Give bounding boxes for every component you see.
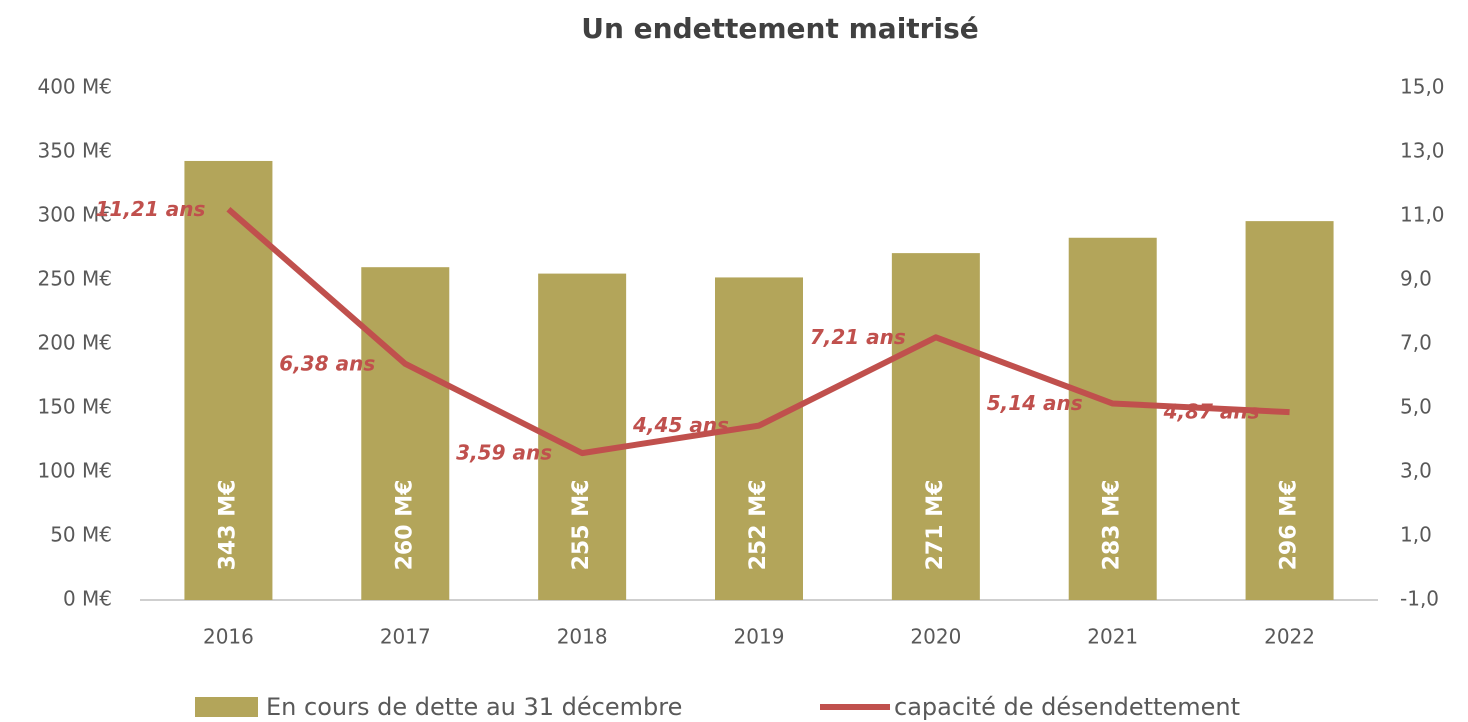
y2-tick-label: 5,0 <box>1400 395 1432 419</box>
x-tick-label: 2022 <box>1264 625 1315 649</box>
x-tick-label: 2020 <box>910 625 961 649</box>
y-tick-label: 150 M€ <box>37 395 112 419</box>
x-tick-label: 2018 <box>557 625 608 649</box>
bar-label: 283 M€ <box>1100 480 1125 571</box>
y2-tick-label: 7,0 <box>1400 331 1432 355</box>
bar-label: 343 M€ <box>215 480 240 571</box>
line-label: 4,87 ans <box>1163 400 1260 424</box>
y-tick-label: 300 M€ <box>37 203 112 227</box>
line-label: 3,59 ans <box>456 441 552 465</box>
x-tick-label: 2016 <box>203 625 254 649</box>
bar-label: 271 M€ <box>923 480 948 571</box>
y2-tick-label: 9,0 <box>1400 267 1432 291</box>
line-label: 11,21 ans <box>95 197 205 221</box>
bar <box>891 253 980 600</box>
line-label: 5,14 ans <box>987 391 1083 415</box>
legend-label: En cours de dette au 31 décembre <box>266 693 682 721</box>
y-tick-label: 0 M€ <box>63 587 112 611</box>
y-tick-label: 200 M€ <box>37 331 112 355</box>
y2-tick-label: 11,0 <box>1400 203 1445 227</box>
y-tick-label: 100 M€ <box>37 459 112 483</box>
bar-label: 252 M€ <box>746 480 771 571</box>
line-label: 6,38 ans <box>279 351 375 375</box>
y2-tick-label: 15,0 <box>1400 75 1445 99</box>
legend-swatch <box>195 697 258 717</box>
y2-tick-label: 13,0 <box>1400 139 1445 163</box>
bar-label: 296 M€ <box>1277 480 1302 571</box>
x-tick-label: 2021 <box>1087 625 1138 649</box>
bar <box>361 267 450 600</box>
bar <box>1068 237 1157 600</box>
y-tick-label: 350 M€ <box>37 139 112 163</box>
y2-tick-label: 1,0 <box>1400 523 1432 547</box>
line <box>226 207 1290 457</box>
bar-label: 255 M€ <box>569 480 594 571</box>
legend-label: capacité de désendettement <box>894 693 1240 721</box>
line-label: 4,45 ans <box>632 413 729 437</box>
y2-tick-label: 3,0 <box>1400 459 1432 483</box>
y2-tick-label: -1,0 <box>1400 587 1439 611</box>
y-tick-label: 400 M€ <box>37 75 112 99</box>
bar <box>715 277 803 600</box>
x-tick-label: 2017 <box>380 625 431 649</box>
line-label: 7,21 ans <box>810 325 906 349</box>
bar-label: 260 M€ <box>392 480 417 571</box>
y-tick-label: 50 M€ <box>50 523 112 547</box>
x-tick-label: 2019 <box>734 625 785 649</box>
chart-title: Un endettement maitrisé <box>581 12 978 45</box>
y-tick-label: 250 M€ <box>37 267 112 291</box>
